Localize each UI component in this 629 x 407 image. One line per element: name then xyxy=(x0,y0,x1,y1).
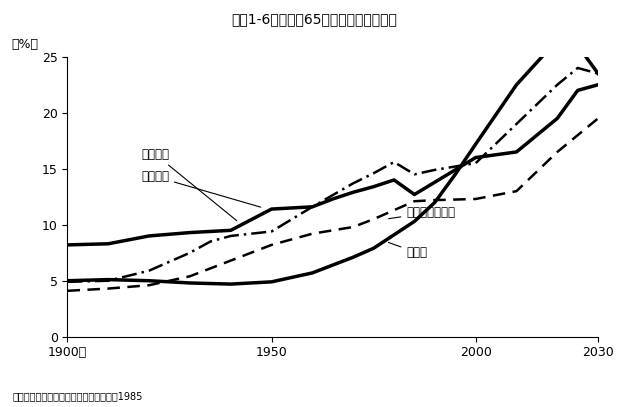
Text: 日本＊: 日本＊ xyxy=(389,243,427,259)
Text: 西ドイツ: 西ドイツ xyxy=(141,148,237,221)
Y-axis label: （%）: （%） xyxy=(11,38,38,51)
Text: アメリカ合衆国: アメリカ合衆国 xyxy=(389,206,455,219)
Text: フランス: フランス xyxy=(141,170,261,207)
Text: （図1-6）各国の65歳以上の人口の割合: （図1-6）各国の65歳以上の人口の割合 xyxy=(231,12,398,26)
Text: 資料出所：厚生省「人口統計資料集」，1985: 資料出所：厚生省「人口統計資料集」，1985 xyxy=(13,391,143,401)
